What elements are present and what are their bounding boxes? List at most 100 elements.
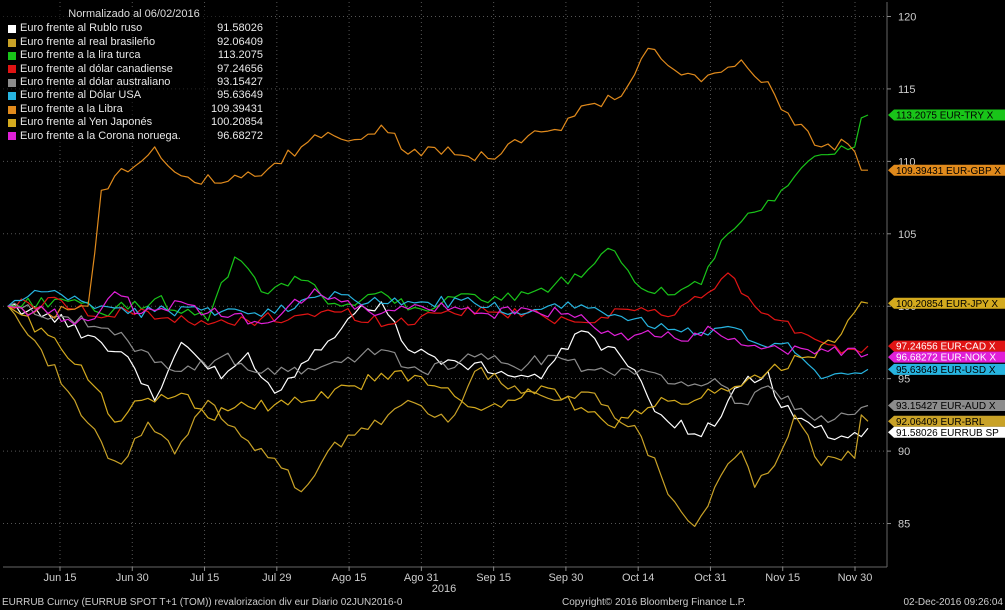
legend-entry-value: 92.06409	[217, 35, 263, 48]
value-tag-label: 91.58026 EURRUB SP	[896, 428, 999, 439]
value-tag-box	[888, 351, 1005, 363]
value-tag-box	[888, 363, 1005, 375]
grid	[3, 2, 887, 567]
value-tag-label: 95.63649 EUR-USD X	[896, 365, 996, 376]
y-tick-label: 95	[898, 374, 910, 386]
series-line-9	[7, 288, 869, 358]
x-tick-label: Oct 31	[694, 572, 726, 584]
x-tick-label: Nov 15	[765, 572, 800, 584]
legend-entry-name: Euro frente al dólar canadiense	[20, 62, 173, 75]
value-tag-9: 96.68272 EUR-NOK X	[888, 351, 1005, 364]
legend-entry-value: 91.58026	[217, 22, 263, 35]
value-tag-box	[888, 297, 1005, 309]
footer-copyright: Copyright© 2016 Bloomberg Finance L.P.	[562, 597, 746, 608]
legend-swatch	[8, 65, 16, 74]
series-line-1	[7, 301, 869, 441]
series-line-8	[7, 301, 869, 429]
legend-entry: Euro frente al Yen Japonés 100.20854	[3, 116, 265, 129]
value-tag-4: 97.24656 EUR-CAD X	[888, 340, 1005, 353]
legend-swatch	[8, 25, 16, 34]
value-tag-box	[888, 415, 1005, 427]
legend-swatch	[8, 92, 16, 101]
series-line-5	[7, 302, 869, 423]
legend-entry-value: 95.63649	[217, 89, 263, 102]
series-line-4	[7, 272, 869, 354]
value-tags: 113.2075 EUR-TRY X 109.39431 EUR-GBP X 100…	[888, 109, 1005, 439]
legend-entry: Euro frente al dólar canadiense 97.24656	[3, 63, 265, 76]
value-tag-label: 96.68272 EUR-NOK X	[896, 353, 996, 364]
series-lines	[7, 47, 869, 527]
value-tag-label: 100.20854 EUR-JPY X	[896, 299, 998, 310]
value-tag-box	[888, 399, 1005, 411]
value-tag-label: 97.24656 EUR-CAD X	[896, 342, 996, 353]
x-tick-label: Ago 15	[332, 572, 367, 584]
legend-entry-name: Euro frente al Yen Japonés	[20, 116, 153, 129]
x-year-label: 2016	[432, 583, 456, 595]
y-tick-label: 120	[898, 11, 916, 23]
legend-entry-value: 96.68272	[217, 129, 263, 142]
value-tag-label: 93.15427 EUR-AUD X	[896, 401, 996, 412]
legend-entry: Euro frente a la lira turca 113.2075	[3, 49, 265, 62]
legend-entry-name: Euro frente al real brasileño	[20, 35, 156, 48]
x-tick-label: Jul 29	[262, 572, 291, 584]
legend-entry-name: Euro frente a la Libra	[20, 102, 123, 115]
value-tag-3: 113.2075 EUR-TRY X	[888, 109, 1005, 122]
legend-entry: Euro frente al Dólar USA 95.63649	[3, 89, 265, 102]
legend-entry-name: Euro frente al Dólar USA	[20, 89, 142, 102]
value-tag-6: 95.63649 EUR-USD X	[888, 363, 1005, 376]
chart-legend: Normalizado al 06/02/2016 Euro frente al…	[3, 8, 265, 144]
value-tag-box	[888, 109, 1005, 121]
x-tick-label: Jun 30	[116, 572, 149, 584]
footer-timestamp: 02-Dec-2016 09:26:04	[903, 597, 1003, 608]
legend-entry-name: Euro frente a la Corona noruega.	[20, 129, 181, 142]
legend-swatch	[8, 51, 16, 60]
x-tick-label: Sep 15	[476, 572, 511, 584]
value-tag-label: 113.2075 EUR-TRY X	[896, 111, 994, 122]
value-tag-1: 91.58026 EURRUB SP	[888, 426, 1005, 439]
y-tick-label: 90	[898, 446, 910, 458]
legend-entry: Euro frente a la Corona noruega. 96.68272	[3, 130, 265, 143]
x-tick-label: Nov 30	[838, 572, 873, 584]
legend-entry-name: Euro frente a la lira turca	[20, 49, 141, 62]
series-line-7	[7, 47, 869, 319]
legend-title: Normalizado al 06/02/2016	[68, 8, 200, 20]
legend-swatch	[8, 105, 16, 114]
legend-entry: Euro frente al Rublo ruso 91.58026	[3, 22, 265, 35]
y-tick-label: 105	[898, 229, 916, 241]
value-tag-2: 92.06409 EUR-BRL	[888, 415, 1005, 428]
y-tick-label: 115	[898, 84, 916, 96]
value-tag-5: 93.15427 EUR-AUD X	[888, 399, 1005, 412]
series-line-2	[7, 305, 869, 527]
legend-swatch	[8, 38, 16, 47]
x-tick-label: Sep 30	[548, 572, 583, 584]
y-axis: 859095100105110115120	[886, 2, 916, 567]
value-tag-box	[888, 164, 1005, 176]
legend-entry: Euro frente a la Libra 109.39431	[3, 103, 265, 116]
x-axis: Jun 15 Jun 30 Jul 15 Jul 29 Ago 15 Ago 31 Sep …	[3, 566, 887, 595]
x-tick-label: Oct 14	[622, 572, 654, 584]
value-tag-box	[888, 426, 1005, 438]
legend-swatch	[8, 132, 16, 141]
legend-entry-name: Euro frente al Rublo ruso	[20, 22, 143, 35]
legend-rows: Euro frente al Rublo ruso 91.58026 Euro fr…	[3, 22, 265, 143]
x-tick-label: Jul 15	[190, 572, 219, 584]
legend-entry-value: 97.24656	[217, 62, 263, 75]
value-tag-7: 109.39431 EUR-GBP X	[888, 164, 1005, 177]
footer-security-description: EURRUB Curncy (EURRUB SPOT T+1 (TOM)) re…	[2, 597, 403, 608]
value-tag-label: 109.39431 EUR-GBP X	[896, 166, 1001, 177]
x-tick-label: Jun 15	[43, 572, 76, 584]
value-tag-box	[888, 340, 1005, 352]
value-tag-8: 100.20854 EUR-JPY X	[888, 297, 1005, 310]
legend-entry-value: 113.2075	[217, 49, 263, 62]
legend-entry-value: 93.15427	[217, 76, 263, 89]
x-tick-label: Ago 31	[404, 572, 439, 584]
y-tick-label: 85	[898, 519, 910, 531]
legend-entry-value: 100.20854	[211, 116, 263, 129]
legend-swatch	[8, 118, 16, 127]
legend-entry-value: 109.39431	[211, 102, 263, 115]
legend-entry-name: Euro frente al dólar australiano	[20, 76, 171, 89]
series-line-3	[7, 114, 869, 322]
value-tag-label: 92.06409 EUR-BRL	[896, 417, 985, 428]
legend-swatch	[8, 78, 16, 87]
